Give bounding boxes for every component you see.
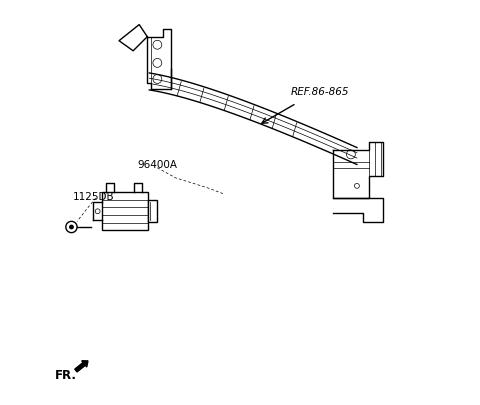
Text: 1125DB: 1125DB [72, 192, 114, 201]
Bar [102, 192, 148, 231]
Text: FR.: FR. [55, 368, 77, 381]
FancyArrow shape [75, 361, 88, 372]
Circle shape [69, 225, 74, 230]
Text: REF.86-865: REF.86-865 [290, 87, 349, 97]
Text: 96400A: 96400A [137, 159, 177, 169]
Bar [148, 200, 156, 223]
